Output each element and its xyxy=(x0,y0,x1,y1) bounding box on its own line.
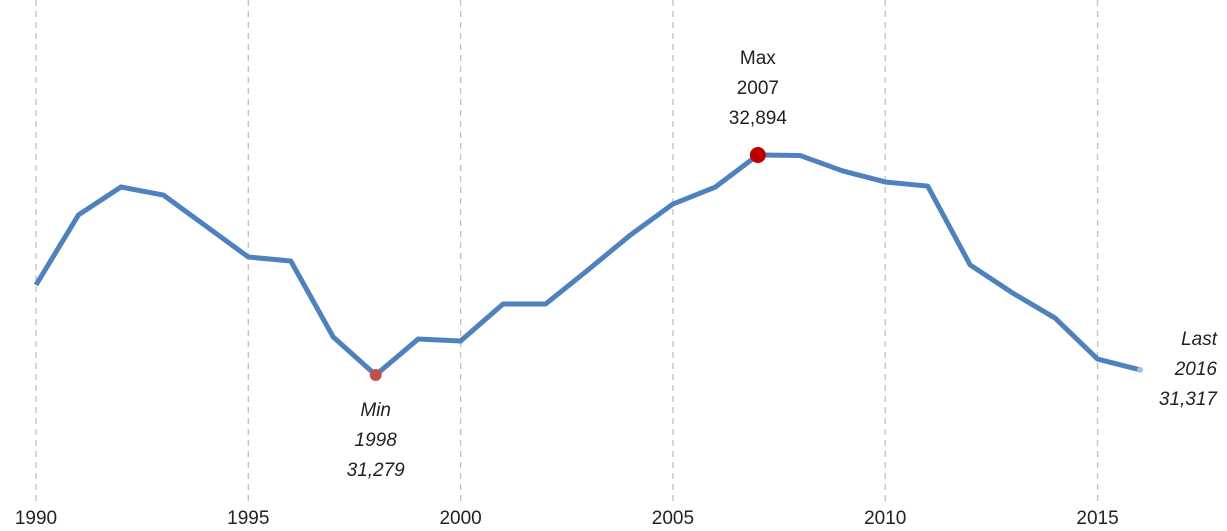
annotation-value: 32,894 xyxy=(729,108,788,129)
x-tick-label: 2010 xyxy=(864,508,906,529)
annotation-value: 31,317 xyxy=(1159,389,1219,410)
annotation-title: Last xyxy=(1181,329,1218,350)
x-tick-label: 2000 xyxy=(439,508,481,529)
annotation-value: 31,279 xyxy=(347,460,406,481)
annotation-year: 2016 xyxy=(1174,359,1218,380)
x-tick-label: 2015 xyxy=(1076,508,1118,529)
annotation-marker xyxy=(1137,366,1143,373)
annotation-marker xyxy=(749,147,766,163)
x-tick-label: 1990 xyxy=(15,508,57,529)
x-tick-label: 2005 xyxy=(652,508,694,529)
annotation-title: Min xyxy=(360,400,391,421)
x-tick-label: 1995 xyxy=(227,508,269,529)
annotation-marker xyxy=(369,369,382,381)
annotation-year: 2007 xyxy=(737,78,779,99)
annotation-title: Max xyxy=(740,48,776,69)
line-series xyxy=(33,152,1141,378)
annotation-year: 1998 xyxy=(355,430,398,451)
